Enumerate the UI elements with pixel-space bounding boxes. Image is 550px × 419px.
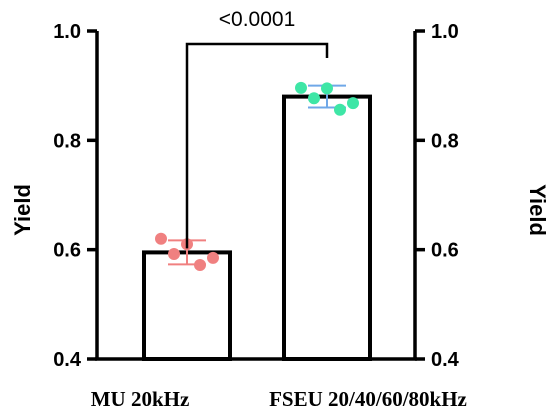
left-tick-group: 0.4 0.6 0.8 1.0 bbox=[53, 21, 97, 371]
right-tick-label-2: 0.8 bbox=[431, 130, 459, 152]
data-point-0-4 bbox=[194, 258, 206, 271]
significance-line bbox=[185, 42, 329, 249]
bar-1 bbox=[282, 94, 372, 361]
left-tick-label-1: 0.6 bbox=[53, 240, 81, 262]
data-point-1-3 bbox=[308, 92, 320, 105]
right-tick-label-3: 1.0 bbox=[431, 21, 459, 43]
data-point-0-3 bbox=[168, 248, 180, 261]
bar-group bbox=[142, 94, 372, 361]
right-y-axis-title: Yield bbox=[525, 184, 550, 236]
left-tick-label-2: 0.8 bbox=[53, 130, 81, 152]
right-tick-group: 0.4 0.6 0.8 1.0 bbox=[415, 21, 460, 371]
data-point-0-2 bbox=[207, 251, 219, 264]
left-tick-label-3: 1.0 bbox=[53, 21, 81, 43]
data-point-1-2 bbox=[347, 97, 359, 110]
scatter-point-group bbox=[155, 81, 359, 271]
left-tick-label-0: 0.4 bbox=[53, 349, 82, 371]
significance-bracket: <0.0001 bbox=[185, 8, 329, 249]
right-tick-label-0: 0.4 bbox=[431, 349, 460, 371]
bar-0 bbox=[142, 250, 232, 361]
data-point-0-0 bbox=[155, 232, 167, 245]
category-label-0: MU 20kHz bbox=[91, 387, 190, 411]
category-label-1: FSEU 20/40/60/80kHz bbox=[269, 387, 467, 411]
category-label-group: MU 20kHz FSEU 20/40/60/80kHz bbox=[91, 387, 467, 411]
significance-label: <0.0001 bbox=[219, 8, 296, 31]
data-point-1-4 bbox=[334, 103, 346, 116]
data-point-1-1 bbox=[321, 82, 333, 95]
left-y-axis-title: Yield bbox=[10, 184, 35, 236]
right-tick-label-1: 0.6 bbox=[431, 240, 459, 262]
data-point-1-0 bbox=[295, 81, 307, 94]
